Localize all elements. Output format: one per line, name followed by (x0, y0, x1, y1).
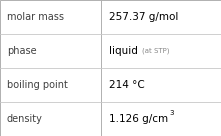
Text: phase: phase (7, 46, 36, 56)
Text: 3: 3 (170, 110, 174, 116)
Text: density: density (7, 114, 42, 124)
Text: (at STP): (at STP) (142, 48, 169, 54)
Text: 1.126 g/cm: 1.126 g/cm (109, 114, 169, 124)
Text: 257.37 g/mol: 257.37 g/mol (109, 12, 179, 22)
Text: 214 °C: 214 °C (109, 80, 145, 90)
Text: molar mass: molar mass (7, 12, 64, 22)
Text: liquid: liquid (109, 46, 138, 56)
Text: boiling point: boiling point (7, 80, 67, 90)
